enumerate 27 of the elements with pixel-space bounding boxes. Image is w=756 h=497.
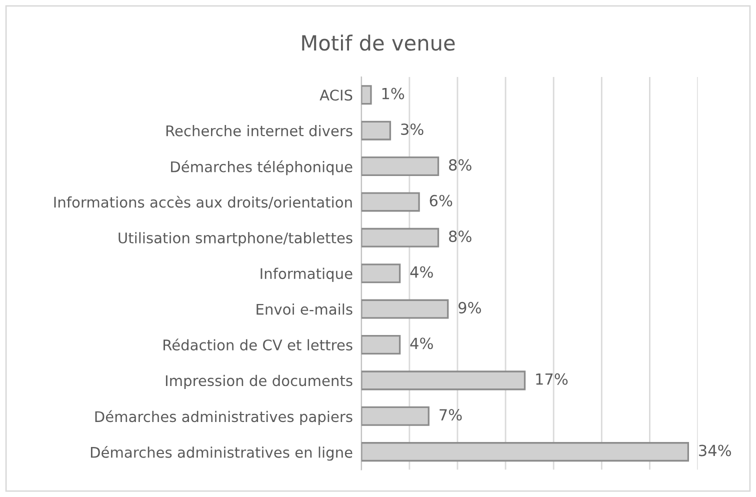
y-tick-label: Démarches administratives en ligne bbox=[90, 446, 352, 461]
data-label: 4% bbox=[410, 266, 433, 278]
data-label: 1% bbox=[382, 88, 404, 100]
data-label: 3% bbox=[401, 123, 424, 136]
bar bbox=[361, 334, 401, 354]
data-label: 8% bbox=[449, 230, 472, 242]
data-label: 17% bbox=[536, 373, 568, 385]
data-label: 6% bbox=[430, 194, 452, 206]
y-tick-label: Impression de documents bbox=[166, 374, 352, 390]
y-tick-label: Informatique bbox=[260, 268, 352, 282]
bar bbox=[361, 120, 392, 140]
data-label: 9% bbox=[458, 302, 481, 314]
y-tick-label: Informations accès aux droits/orientation bbox=[54, 196, 352, 209]
y-tick-label: Démarches téléphonique bbox=[171, 160, 352, 176]
y-tick-label: Rédaction de CV et lettres bbox=[164, 338, 352, 350]
bar bbox=[361, 85, 372, 105]
bar bbox=[361, 264, 401, 284]
y-tick-label: Recherche internet divers bbox=[166, 125, 352, 136]
y-tick-label: Utilisation smartphone/tablettes bbox=[118, 232, 352, 246]
y-tick-label: Démarches administratives papiers bbox=[95, 410, 352, 425]
data-label: 4% bbox=[410, 338, 433, 350]
y-tick-label: ACIS bbox=[320, 90, 352, 101]
data-label: 34% bbox=[699, 444, 732, 456]
data-label: 7% bbox=[440, 409, 462, 421]
chart-title: Motif de venue bbox=[302, 34, 455, 51]
data-label: 8% bbox=[449, 159, 472, 171]
y-tick-label: Envoi e-mails bbox=[256, 304, 352, 315]
